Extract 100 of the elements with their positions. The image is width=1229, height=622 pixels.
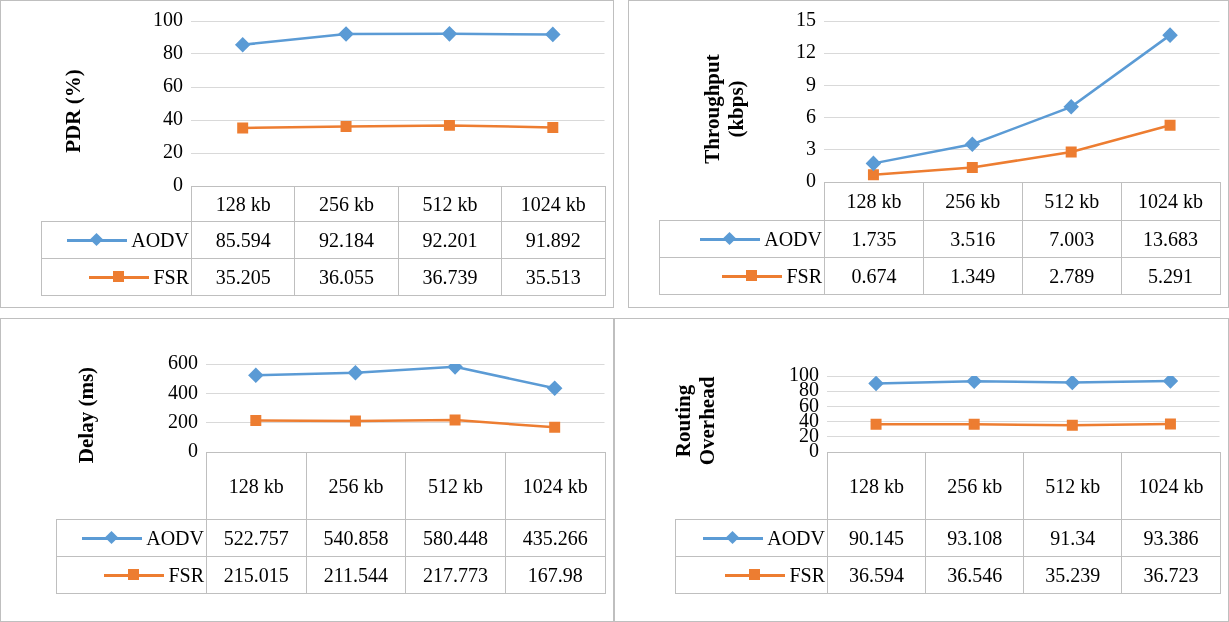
point [348,365,363,380]
legend-label: AODV [767,526,825,550]
legend-label: AODV [146,526,204,550]
data-label: 92.184 [294,221,399,259]
point [442,26,457,42]
point [248,368,264,383]
x-tick-label: 128 kb [827,452,926,520]
legend-label: FSR [168,563,204,587]
point [547,380,562,396]
y-tick-label: 0 [188,439,198,462]
data-label: 580.448 [405,519,506,557]
point [1063,99,1079,115]
x-tick-label: 256 kb [294,186,399,222]
data-label: 540.858 [306,519,406,557]
data-label: 36.739 [398,258,502,296]
point [549,421,561,433]
point [235,37,250,53]
data-label: 2.789 [1022,257,1122,295]
data-label: 36.594 [827,556,926,594]
point [1164,418,1176,430]
y-tick-label: 80 [163,41,183,64]
point [1066,419,1078,431]
y-tick-label: 12 [796,40,816,63]
point [443,119,455,131]
point [1065,146,1077,158]
data-label: 35.513 [501,258,605,296]
point [1163,376,1178,389]
x-tick-label: 256 kb [925,452,1024,520]
y-tick-label: 20 [163,140,183,163]
data-label: 36.723 [1121,556,1220,594]
y-tick-label: 60 [163,74,183,97]
data-label: 91.34 [1023,519,1122,557]
data-label: 92.201 [398,221,502,259]
data-label: 211.544 [306,556,406,594]
point [250,414,262,426]
data-label: 3.516 [923,220,1023,258]
y-tick-label: 6 [806,104,816,127]
x-tick-label: 256 kb [306,452,406,520]
y-tick-label: 0 [806,169,816,192]
y-tick-label: 15 [796,8,816,31]
data-label: 1.349 [923,257,1023,295]
data-label: 7.003 [1022,220,1122,258]
point [866,156,881,171]
legend-label: FSR [786,264,822,288]
point [237,122,249,134]
x-tick-label: 128 kb [824,182,924,221]
x-tick-label: 512 kb [1023,452,1122,520]
y-tick-label: 100 [153,8,183,31]
point [966,162,978,174]
point [449,414,461,426]
point [966,376,982,389]
x-tick-label: 1024 kb [1121,182,1220,221]
point [340,121,352,132]
legend-label: AODV [764,227,822,251]
point [965,137,980,152]
point [547,121,559,133]
point [1164,119,1176,131]
point [968,418,980,430]
x-tick-label: 1024 kb [1121,452,1220,520]
data-label: 217.773 [405,556,506,594]
data-label: 36.055 [294,258,399,296]
data-label: 85.594 [191,221,295,259]
x-tick-label: 1024 kb [501,186,605,222]
legend-label: AODV [131,228,189,252]
point [868,376,884,391]
legend-label: FSR [789,563,825,587]
point [545,27,561,42]
x-tick-label: 256 kb [923,182,1023,221]
data-label: 93.386 [1121,519,1220,557]
y-tick-label: 400 [168,380,198,403]
data-label: 36.546 [925,556,1024,594]
data-label: 91.892 [501,221,605,259]
point [867,169,879,181]
point [870,418,882,430]
x-tick-label: 512 kb [405,452,506,520]
data-label: 93.108 [925,519,1024,557]
y-axis-title: PDR (%) [60,67,86,155]
data-label: 13.683 [1121,220,1220,258]
y-tick-label: 600 [168,351,198,374]
data-label: 35.239 [1023,556,1122,594]
y-tick-label: 9 [806,72,816,95]
data-label: 35.205 [191,258,295,296]
data-label: 215.015 [206,556,307,594]
y-tick-label: 40 [163,107,183,130]
point [1065,376,1080,390]
x-tick-label: 1024 kb [505,452,605,520]
x-tick-label: 512 kb [1022,182,1122,221]
data-label: 435.266 [505,519,605,557]
data-label: 167.98 [505,556,605,594]
data-label: 0.674 [824,257,924,295]
data-label: 90.145 [827,519,926,557]
data-label: 5.291 [1121,257,1220,295]
x-tick-label: 512 kb [398,186,502,222]
y-tick-label: 3 [806,137,816,160]
point [338,26,354,42]
x-tick-label: 128 kb [191,186,295,222]
data-label: 522.757 [206,519,307,557]
point [1162,27,1178,43]
y-tick-label: 0 [173,173,183,196]
y-axis-title: Delay (ms) [73,365,99,466]
